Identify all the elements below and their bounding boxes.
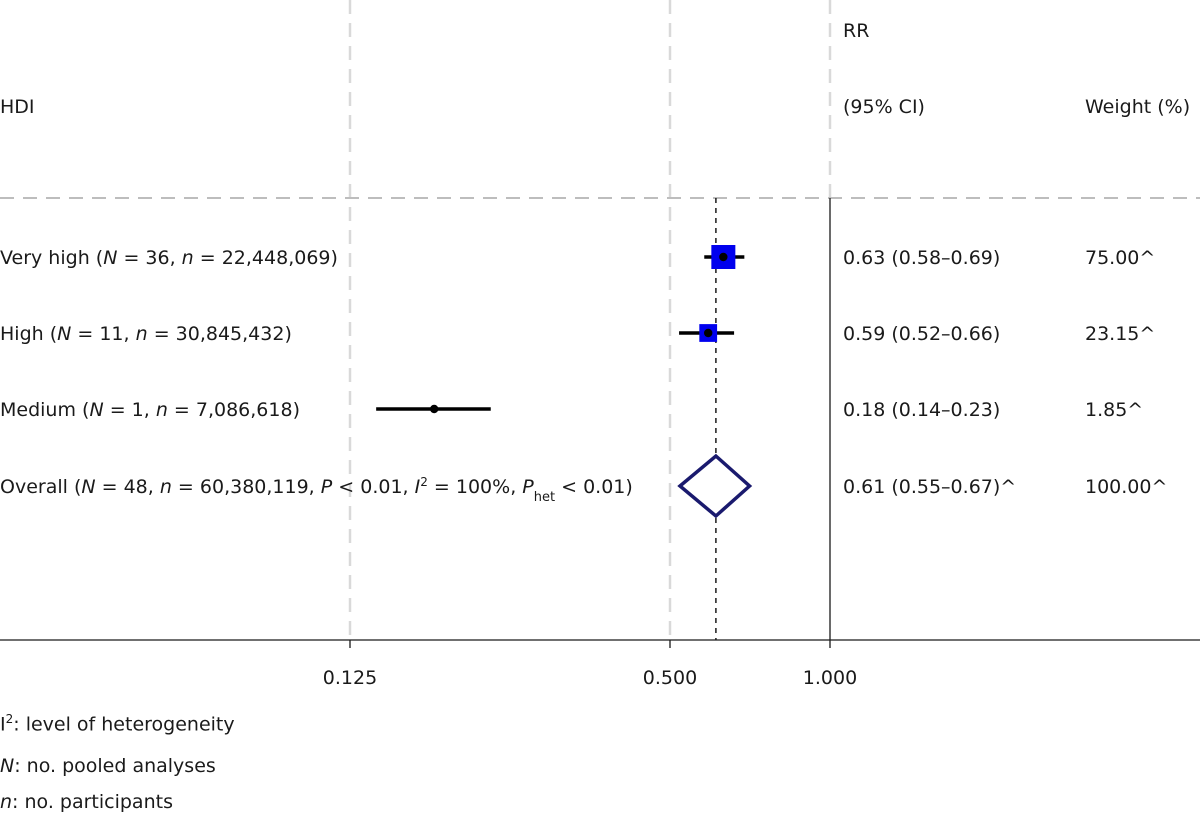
footnote-n: n: no. participants <box>0 791 173 813</box>
overall-estimate-text: 0.61 (0.55–0.67)^ <box>843 476 1016 498</box>
column-header-group: HDI <box>0 96 35 118</box>
row-label: Very high (N = 36, n = 22,448,069) <box>0 247 338 269</box>
overall-weight-text: 100.00^ <box>1085 476 1167 498</box>
estimate-point <box>719 252 728 262</box>
row-label: High (N = 11, n = 30,845,432) <box>0 323 292 345</box>
column-header-weight: Weight (%) <box>1085 96 1190 118</box>
footnote-i2: I2: level of heterogeneity <box>0 712 235 736</box>
row-estimate-text: 0.63 (0.58–0.69) <box>843 247 1000 269</box>
x-tick-label: 0.125 <box>323 667 377 689</box>
row-weight-text: 1.85^ <box>1085 399 1143 421</box>
column-header-rr: RR <box>843 20 869 42</box>
row-estimate-text: 0.18 (0.14–0.23) <box>843 399 1000 421</box>
footnote-N: N: no. pooled analyses <box>0 755 216 777</box>
x-tick-label: 1.000 <box>803 667 857 689</box>
row-weight-text: 75.00^ <box>1085 247 1155 269</box>
row-label: Medium (N = 1, n = 7,086,618) <box>0 399 300 421</box>
row-weight-text: 23.15^ <box>1085 323 1155 345</box>
x-tick-label: 0.500 <box>643 667 697 689</box>
forest-plot: 0.125 0.500 1.000 HDI RR (95% CI) Weight (%) Ve… <box>0 0 1200 689</box>
row-estimate-text: 0.59 (0.52–0.66) <box>843 323 1000 345</box>
overall-label: Overall (N = 48, n = 60,380,119, P < 0.0… <box>0 475 633 505</box>
estimate-point <box>704 328 713 338</box>
estimate-point <box>429 404 439 414</box>
column-header-ci: (95% CI) <box>843 96 925 118</box>
overall-diamond <box>677 453 753 519</box>
